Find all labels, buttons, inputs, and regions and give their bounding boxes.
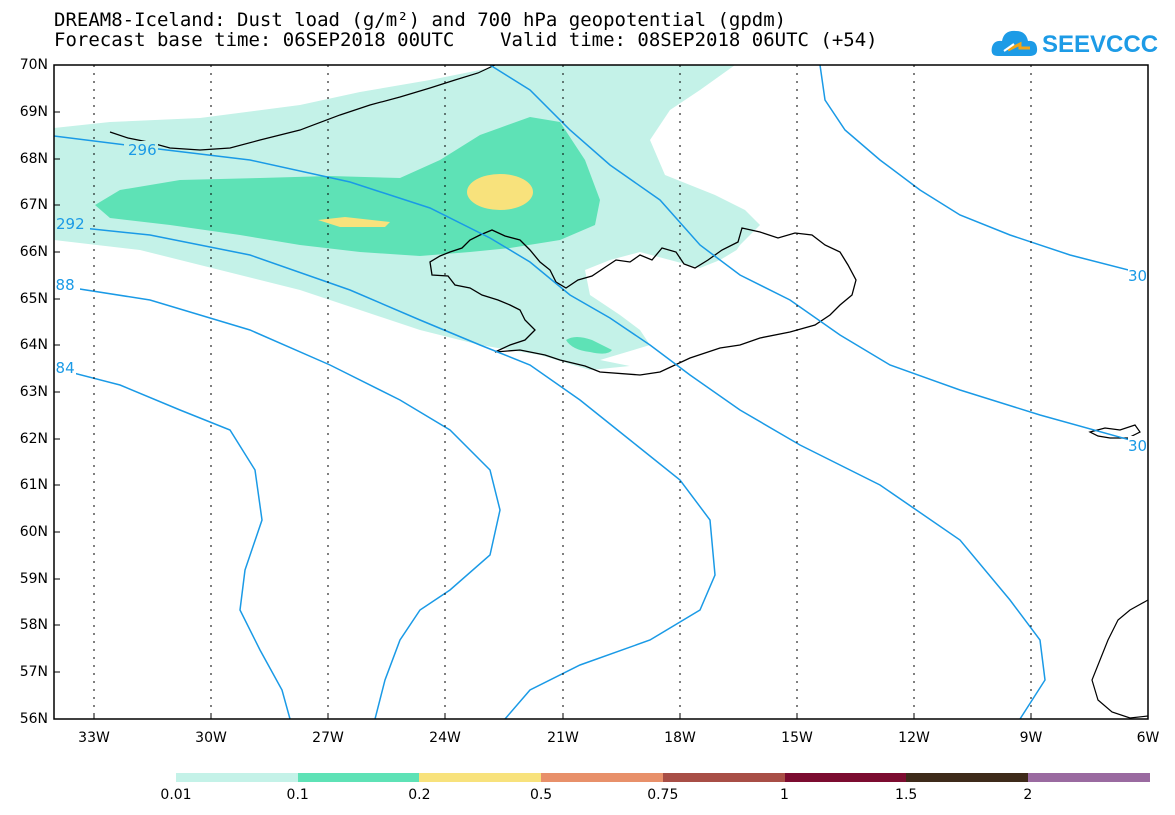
contour-label-288: 288 — [46, 276, 75, 294]
contour-label-300-b: 300 — [1128, 437, 1157, 455]
contour-labels: 296 292 288 284 300 300 — [46, 141, 1157, 455]
colorbar-label: 0.75 — [647, 787, 679, 803]
cloud-icon — [991, 30, 1038, 56]
colorbar-label: 1 — [780, 787, 789, 803]
colorbar-label: 2 — [1023, 787, 1033, 803]
colorbar-swatch — [662, 773, 785, 782]
lon-label-30w: 30W — [195, 730, 227, 746]
lon-label-6w: 6W — [1136, 730, 1160, 746]
map-title: DREAM8-Iceland: Dust load (g/m²) and 700… — [54, 9, 787, 31]
contour-label-300-a: 300 — [1128, 267, 1157, 285]
lon-label-21w: 21W — [547, 730, 579, 746]
scotland-coast — [1091, 599, 1148, 719]
iceland-coast — [429, 227, 857, 376]
gridlines — [93, 65, 1032, 719]
dust-region-0.1-small — [566, 337, 612, 354]
dust-region-0.1 — [95, 117, 600, 256]
contour-label-292: 292 — [56, 215, 85, 233]
colorbar-label: 1.5 — [895, 787, 918, 803]
lat-label-62n: 62N — [19, 431, 48, 447]
colorbar-swatch — [784, 773, 907, 782]
colorbar-label: 0.2 — [408, 787, 431, 803]
lat-label-70n: 70N — [19, 57, 48, 73]
lon-label-18w: 18W — [664, 730, 696, 746]
contour-300-b — [819, 65, 1148, 276]
lat-label-60n: 60N — [19, 524, 48, 540]
lat-label-58n: 58N — [19, 617, 48, 633]
lat-label-61n: 61N — [19, 477, 48, 493]
lat-label-56n: 56N — [19, 711, 48, 727]
colorbar-swatch — [906, 773, 1029, 782]
lat-label-57n: 57N — [19, 664, 48, 680]
lat-label-64n: 64N — [19, 337, 48, 353]
axis-ticks — [54, 64, 1032, 719]
contour-292 — [54, 224, 716, 719]
colorbar-label: 0.5 — [529, 787, 553, 803]
lon-label-33w: 33W — [78, 730, 110, 746]
colorbar-swatch — [541, 773, 664, 782]
colorbar-swatch — [1027, 773, 1151, 782]
contour-label-296: 296 — [128, 141, 157, 159]
lon-label-9w: 9W — [1019, 730, 1043, 746]
lat-label-69n: 69N — [19, 104, 48, 120]
colorbar-label: 0.1 — [286, 787, 309, 803]
contour-284 — [54, 367, 291, 719]
logo-text: SEEVCCC — [1042, 31, 1158, 58]
dust-region-0.2-west — [318, 217, 390, 227]
lon-label-27w: 27W — [312, 730, 344, 746]
geopotential-contours — [54, 65, 1148, 719]
lat-label-67n: 67N — [19, 197, 48, 213]
lat-label-65n: 65N — [19, 291, 48, 307]
contour-296 — [54, 135, 1046, 719]
contour-label-284: 284 — [46, 359, 75, 377]
iceland-land — [585, 230, 855, 368]
lon-label-12w: 12W — [898, 730, 930, 746]
faroe-coast — [1088, 424, 1141, 439]
lon-label-15w: 15W — [781, 730, 813, 746]
contour-300-a — [489, 65, 1148, 446]
lat-label-63n: 63N — [19, 384, 48, 400]
lon-label-24w: 24W — [429, 730, 461, 746]
lat-label-59n: 59N — [19, 571, 48, 587]
seevccc-logo: SEEVCCC — [991, 30, 1158, 58]
forecast-time-line: Forecast base time: 06SEP2018 00UTC Vali… — [54, 29, 878, 51]
colorbar-label: 0.01 — [160, 787, 192, 803]
colorbar-swatch — [176, 773, 299, 782]
dust-region-0.2-north — [467, 174, 533, 210]
lat-label-68n: 68N — [19, 151, 48, 167]
lat-label-66n: 66N — [19, 244, 48, 260]
contour-288 — [54, 284, 501, 719]
colorbar-swatch — [297, 773, 420, 782]
colorbar-swatch — [419, 773, 542, 782]
